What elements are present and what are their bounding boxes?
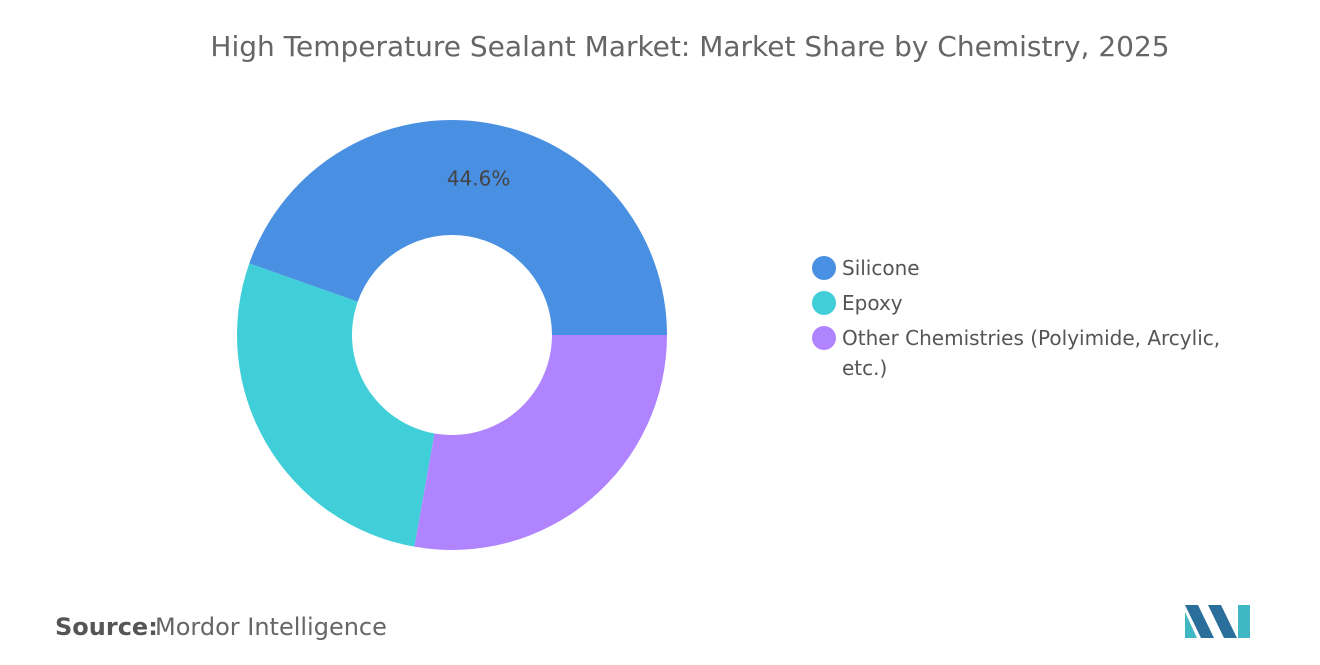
slice	[249, 119, 668, 335]
source: Mordor Intelligence	[155, 613, 387, 641]
legend-item: Epoxy	[812, 291, 1232, 318]
legend: Silicone Epoxy Other Chemistries (Polyimid…	[812, 256, 1232, 391]
legend-item: Other Chemistries (Polyimide, Arcylic, e…	[812, 326, 1232, 383]
logo	[1185, 605, 1250, 638]
legend-label: Other Chemistries (Polyimide, Arcylic, e…	[842, 326, 1221, 380]
legend-label: Epoxy	[842, 291, 903, 315]
source-label: Source:	[55, 613, 158, 641]
value-label: 44.6%	[447, 166, 511, 190]
slice	[236, 263, 435, 547]
slice	[414, 335, 667, 550]
legend-marker	[812, 326, 836, 350]
legend-marker	[812, 291, 836, 315]
donut: 44.6%	[236, 119, 668, 550]
legend-item: Silicone	[812, 256, 1232, 283]
legend-marker	[812, 256, 836, 280]
chart-title: High Temperature Sealant Market: Market …	[210, 30, 1169, 63]
legend-label: Silicone	[842, 256, 920, 280]
